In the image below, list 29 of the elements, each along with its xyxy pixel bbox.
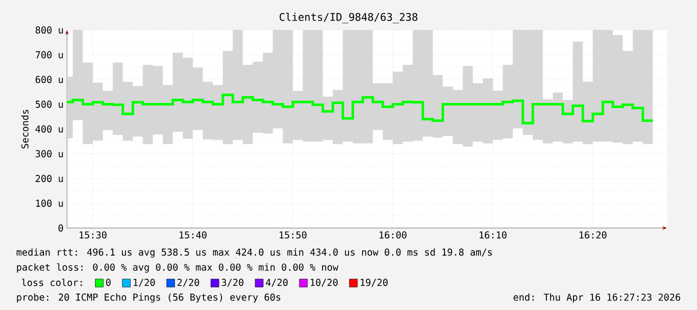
text: packet loss: 0.00 % avg 0.00 % max 0.00 % min 0.00 % now [17, 263, 338, 273]
y-tick-label: 0 [58, 224, 64, 232]
y-axis-title: Seconds [21, 110, 29, 148]
legend-label: 1/20 [134, 278, 155, 287]
text: median rtt: 496.1 us avg 538.5 us max 424.0 us min 434.0 us now 0.0 ms sd 19.8 am/s [16, 248, 492, 258]
x-tick-label: 15:50 [280, 231, 306, 239]
x-tick-label: 16:00 [380, 231, 406, 239]
legend-label: 19/20 [360, 278, 388, 287]
y-tick-label: 300 u [36, 150, 63, 158]
x-tick-label: 16:20 [580, 231, 606, 239]
y-tick-label: 400 u [36, 125, 63, 133]
chart-title: Clients/ID_9848/63_238 [280, 12, 418, 24]
x-tick-label: 15:30 [80, 231, 106, 239]
text: probe: 20 ICMP Echo Pings (56 Bytes) every 60s [17, 293, 280, 303]
legend-label: 10/20 [310, 278, 338, 287]
legend-label: 0 [106, 278, 111, 286]
y-tick-label: 800 u [36, 26, 63, 34]
x-tick-label: 15:40 [180, 231, 207, 239]
y-tick-label: 200 u [36, 174, 63, 182]
legend-label: 3/20 [222, 278, 244, 287]
y-tick-label: 100 u [36, 200, 63, 207]
legend-title: loss color: [22, 278, 82, 286]
legend-label: 2/20 [178, 278, 200, 287]
x-tick-label: 16:10 [480, 231, 507, 239]
y-tick-label: 600 u [36, 76, 63, 84]
legend-label: 4/20 [266, 278, 288, 287]
text: end: Thu Apr 16 16:27:23 2026 [514, 293, 680, 303]
y-tick-label: 500 u [36, 100, 63, 108]
y-tick-label: 700 u [36, 51, 63, 58]
